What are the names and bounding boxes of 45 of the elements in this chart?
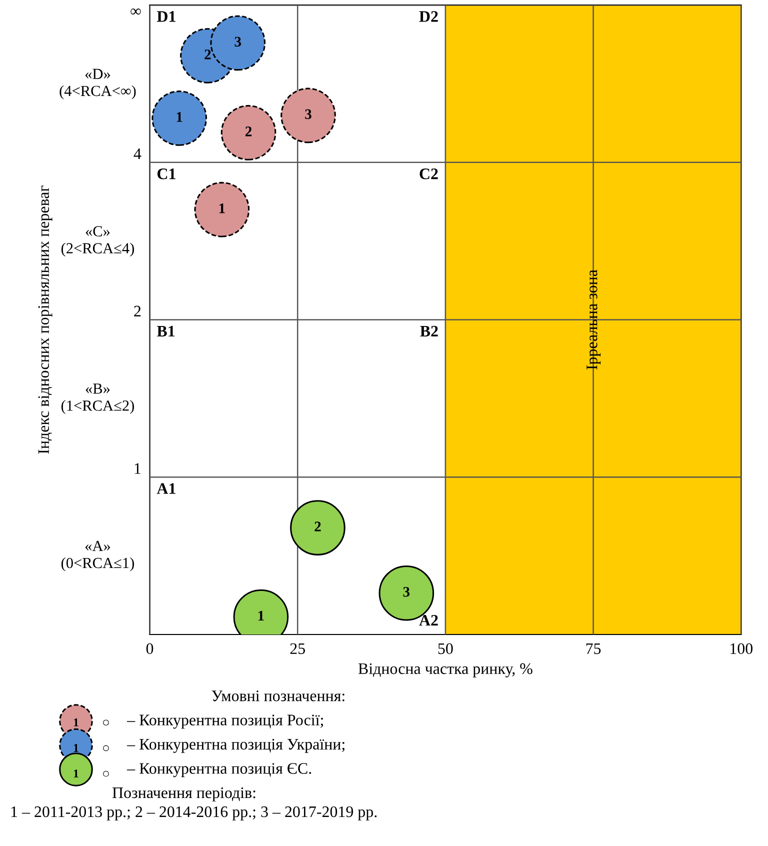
annotation: C1 (157, 168, 176, 180)
text: 1 – 2011-2013 рр.; 2 – 2014-2016 рр.; 3 – 2017-2019 рр. (11, 806, 377, 820)
annotation: C2 (420, 168, 438, 180)
text: ○ (103, 770, 109, 777)
annotation: 1 (219, 203, 225, 214)
annotation: A2 (419, 614, 438, 626)
annotation: 2 (314, 522, 321, 532)
annotation: 1 (176, 112, 182, 122)
legend-label: – Конкурентна позиція ЄС. (126, 763, 312, 778)
text: 1 (74, 744, 78, 752)
band-label: Ірреальна зона (586, 270, 601, 370)
annotation: 2 (204, 50, 211, 60)
legend-label: – Конкурентна позиція Росії; (126, 714, 323, 729)
text: «C» (2<RCA≤4) (61, 226, 134, 257)
x-tick-label: 75 (586, 643, 601, 654)
text: 1 (74, 770, 78, 778)
text: «D» (4<RCA<∞) (60, 68, 136, 100)
annotation: 3 (234, 36, 242, 47)
annotation: A1 (156, 483, 176, 494)
annotation: B1 (156, 326, 175, 336)
annotation: 2 (245, 126, 252, 136)
y-axis-title: Індекс відносних порівняльних переваг (38, 186, 52, 454)
x-tick-label: 100 (730, 643, 752, 654)
annotation: 3 (403, 586, 410, 597)
annotation: B2 (420, 326, 438, 336)
annotation: 3 (305, 109, 312, 120)
text: ○ (103, 745, 109, 752)
x-tick-label: 50 (438, 643, 453, 654)
y-tick-label: 2 (134, 306, 141, 316)
legend-label: – Конкурентна позиція України; (126, 738, 344, 753)
text: «A» (0<RCA≤1) (61, 540, 134, 572)
text: «B» (1<RCA≤2) (61, 384, 134, 414)
x-tick-label: 0 (146, 643, 154, 654)
x-tick-label: 25 (290, 643, 305, 654)
y-tick-label: 4 (134, 148, 142, 160)
legend-title: Умовні позначення: (212, 690, 344, 702)
annotation: D2 (419, 11, 438, 22)
y-tick-label: ∞ (130, 8, 141, 15)
text: ○ (103, 720, 109, 726)
x-axis-title: Відносна частка ринку, % (358, 663, 532, 678)
text: Позначення періодів: (112, 787, 256, 802)
annotation: D1 (156, 11, 176, 22)
annotation: 1 (258, 610, 264, 621)
y-tick-label: 1 (134, 463, 140, 474)
text: 1 (74, 718, 78, 726)
